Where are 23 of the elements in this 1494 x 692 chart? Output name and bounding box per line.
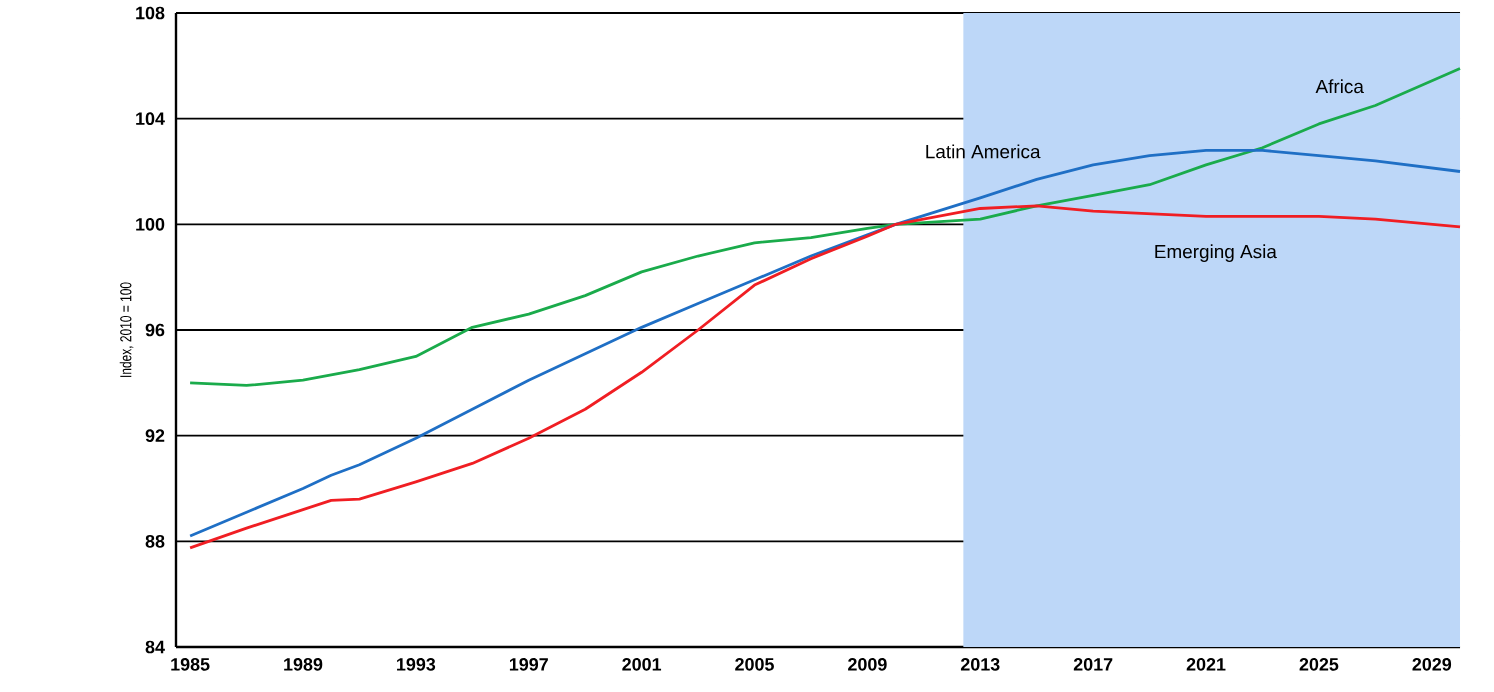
x-tick-label: 1997 (509, 658, 548, 671)
series-label: Latin America (926, 144, 1041, 159)
y-tick-label: 92 (145, 429, 165, 443)
x-tick-label: 2017 (1073, 658, 1113, 671)
x-tick-label: 2009 (848, 658, 887, 671)
y-axis-title: Index, 2010 = 100 (119, 282, 134, 377)
y-tick-label: 108 (136, 6, 165, 20)
series-label: Africa (1315, 79, 1364, 94)
x-tick-label: 2013 (960, 658, 1000, 671)
x-tick-label: 2021 (1186, 658, 1226, 671)
x-tick-label: 2005 (735, 658, 774, 671)
x-tick-label: 2029 (1412, 658, 1452, 671)
y-tick-label: 84 (145, 640, 165, 654)
y-tick-label: 96 (145, 323, 165, 337)
y-tick-label: 100 (136, 217, 165, 231)
y-tick-label: 104 (136, 112, 165, 126)
x-tick-label: 1989 (284, 658, 323, 671)
x-tick-label: 1985 (171, 658, 210, 671)
x-tick-label: 1993 (397, 658, 436, 671)
y-tick-label: 88 (145, 534, 165, 548)
x-tick-label: 2025 (1299, 658, 1339, 671)
x-tick-label: 2001 (622, 658, 662, 671)
series-label: Emerging Asia (1155, 244, 1277, 263)
